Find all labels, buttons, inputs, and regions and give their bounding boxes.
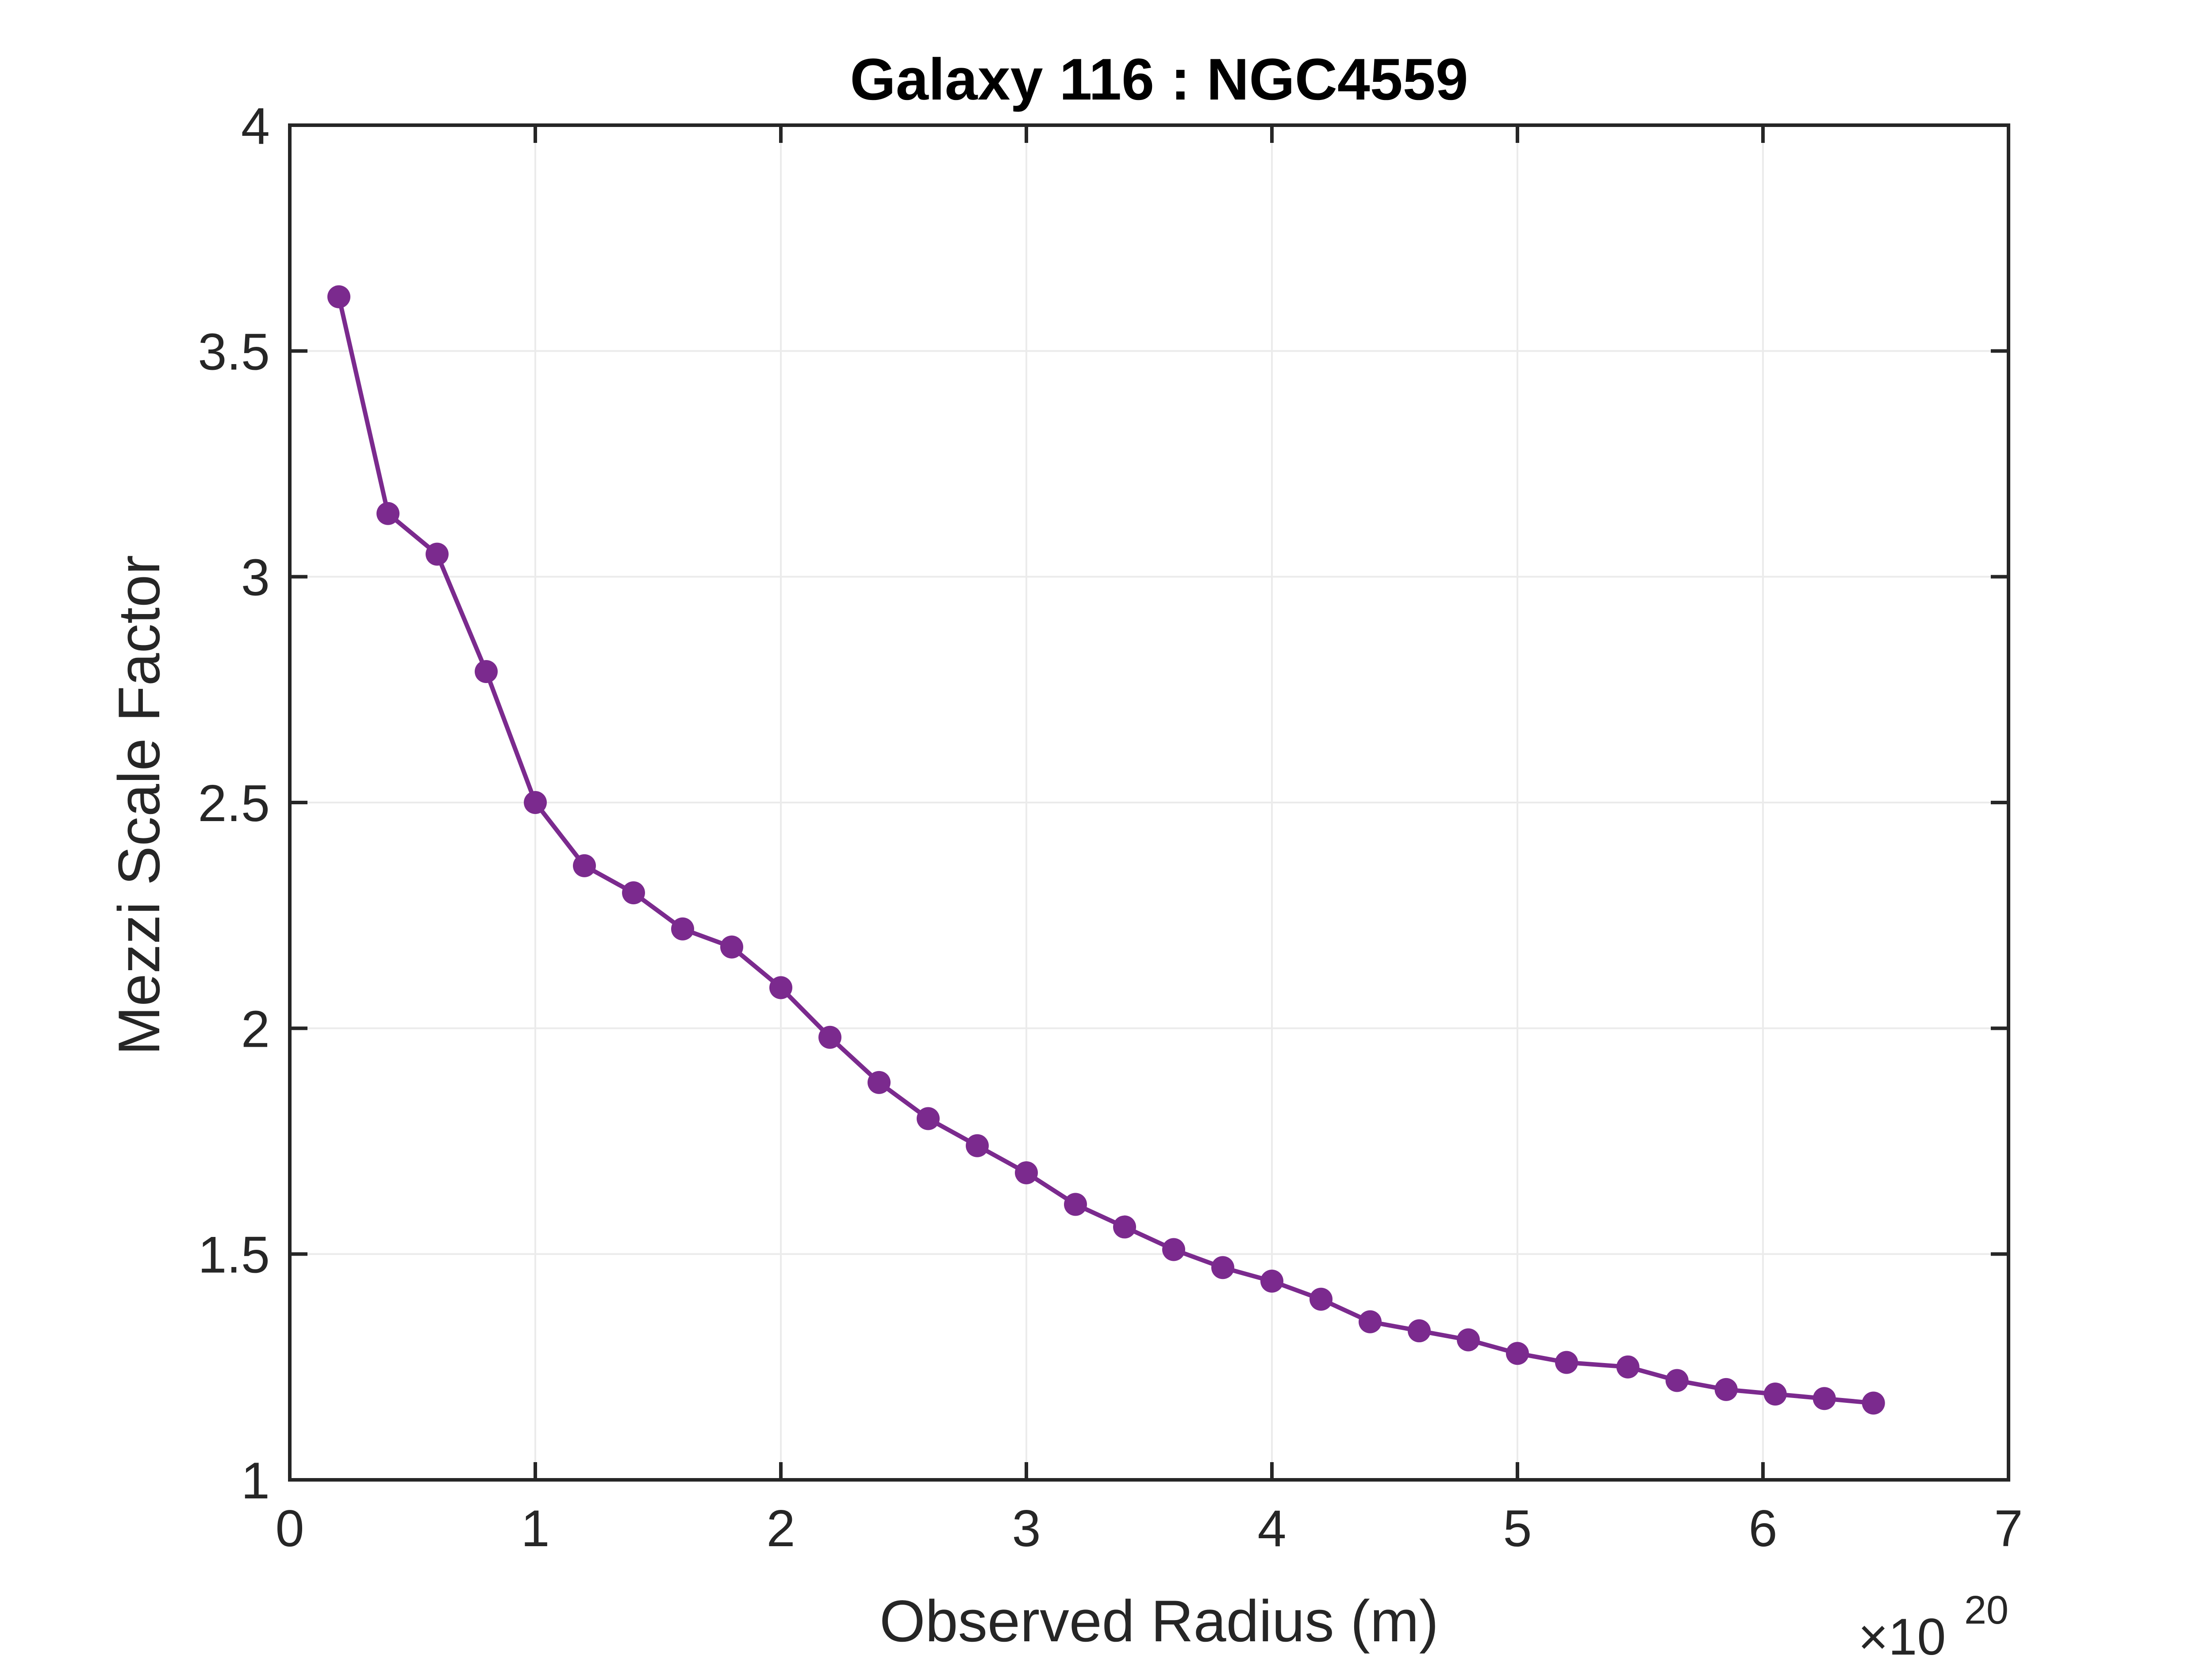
x-tick-label: 0 <box>275 1499 304 1557</box>
data-point <box>376 502 399 525</box>
y-axis-label: Mezzi Scale Factor <box>107 555 172 1056</box>
x-axis-multiplier: ×10 20 <box>1858 1588 2008 1659</box>
data-point <box>1506 1342 1529 1365</box>
data-point <box>573 854 596 877</box>
series-layer <box>327 285 1885 1415</box>
y-tick-label: 2 <box>241 1000 270 1058</box>
y-tick-label: 1.5 <box>198 1226 270 1284</box>
data-point <box>1359 1310 1382 1333</box>
x-tick-label: 2 <box>766 1499 795 1557</box>
data-point <box>868 1071 891 1094</box>
y-tick-label: 3 <box>241 549 270 607</box>
ticks <box>288 123 2010 1482</box>
x-axis-label: Observed Radius (m) <box>879 1589 1439 1654</box>
data-point <box>1813 1387 1836 1410</box>
data-point <box>1113 1215 1136 1239</box>
data-point <box>622 881 645 905</box>
data-point <box>1408 1319 1431 1343</box>
data-point <box>917 1107 940 1130</box>
x-tick-label: 5 <box>1503 1499 1532 1557</box>
data-point <box>1862 1391 1885 1415</box>
data-point <box>1064 1193 1087 1216</box>
data-point <box>720 935 743 959</box>
data-point <box>1457 1328 1480 1352</box>
series-0 <box>327 285 1885 1415</box>
y-tick-label: 1 <box>241 1452 270 1509</box>
x-tick-label: 4 <box>1257 1499 1286 1557</box>
x-tick-label: 3 <box>1012 1499 1041 1557</box>
y-tick-label: 2.5 <box>198 774 270 832</box>
data-point <box>1665 1369 1689 1392</box>
data-point <box>1616 1355 1640 1379</box>
data-point <box>818 1025 841 1049</box>
data-point <box>1714 1378 1738 1401</box>
chart-title: Galaxy 116 : NGC4559 <box>850 47 1468 112</box>
data-point <box>1162 1238 1185 1261</box>
data-point <box>1015 1161 1038 1184</box>
data-point <box>1260 1269 1283 1293</box>
data-point <box>1310 1287 1333 1311</box>
data-point <box>966 1134 989 1157</box>
x-multiplier-exponent: 20 <box>1964 1588 2008 1632</box>
data-point <box>327 285 350 308</box>
data-point <box>1555 1351 1578 1374</box>
data-point <box>1211 1256 1234 1279</box>
data-point <box>671 917 694 941</box>
x-multiplier-base: ×10 <box>1858 1608 1946 1659</box>
data-point <box>524 791 547 814</box>
data-point <box>426 542 449 566</box>
x-tick-label: 6 <box>1748 1499 1777 1557</box>
y-tick-label: 3.5 <box>198 323 270 380</box>
x-tick-label: 7 <box>1994 1499 2023 1557</box>
y-tick-label: 4 <box>241 97 270 155</box>
tick-labels: 0 1 2 3 4 5 6 711.522.533.54 <box>198 97 2023 1557</box>
x-tick-label: 1 <box>521 1499 549 1557</box>
data-point <box>769 976 792 999</box>
data-point <box>475 660 498 684</box>
data-point <box>1763 1382 1787 1406</box>
